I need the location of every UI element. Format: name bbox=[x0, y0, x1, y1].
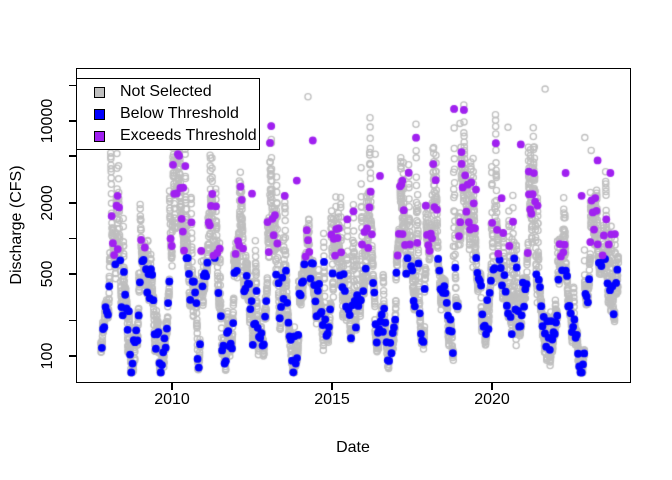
legend-label-exceeds-threshold: Exceeds Threshold bbox=[120, 127, 257, 144]
y-axis-tick bbox=[69, 120, 76, 122]
legend-item-below-threshold: Below Threshold bbox=[77, 103, 259, 125]
legend-swatch-below-threshold-icon bbox=[94, 108, 105, 120]
y-axis-title: Discharge (CFS) bbox=[8, 165, 25, 285]
y-axis-tick bbox=[69, 237, 76, 240]
y-axis-tick-label: 100 bbox=[39, 342, 56, 370]
legend-swatch-not-selected-icon bbox=[94, 86, 105, 98]
x-axis-tick-label: 2015 bbox=[314, 391, 350, 408]
x-axis-tick bbox=[331, 383, 333, 390]
y-axis-tick-label: 500 bbox=[39, 260, 56, 288]
legend-item-exceeds-threshold: Exceeds Threshold bbox=[77, 125, 259, 147]
y-axis-tick bbox=[69, 84, 76, 87]
y-axis-tick bbox=[69, 355, 76, 357]
y-axis-tick bbox=[69, 155, 76, 157]
y-axis-tick-label: 10000 bbox=[39, 98, 56, 144]
legend-label-below-threshold: Below Threshold bbox=[120, 105, 239, 122]
y-axis-tick bbox=[69, 319, 76, 322]
x-axis-tick-label: 2010 bbox=[154, 391, 190, 408]
x-axis-title: Date bbox=[336, 439, 370, 456]
x-axis-tick-label: 2020 bbox=[474, 391, 510, 408]
legend: Not Selected Below Threshold Exceeds Thr… bbox=[76, 78, 260, 150]
legend-swatch-exceeds-threshold-icon bbox=[94, 130, 105, 142]
legend-label-not-selected: Not Selected bbox=[120, 83, 212, 100]
y-axis-tick bbox=[69, 202, 76, 204]
legend-item-not-selected: Not Selected bbox=[77, 81, 259, 103]
x-axis-tick bbox=[171, 383, 173, 390]
y-axis-tick-label: 2000 bbox=[39, 185, 56, 221]
y-axis-tick bbox=[69, 273, 76, 275]
x-axis-tick bbox=[491, 383, 493, 390]
